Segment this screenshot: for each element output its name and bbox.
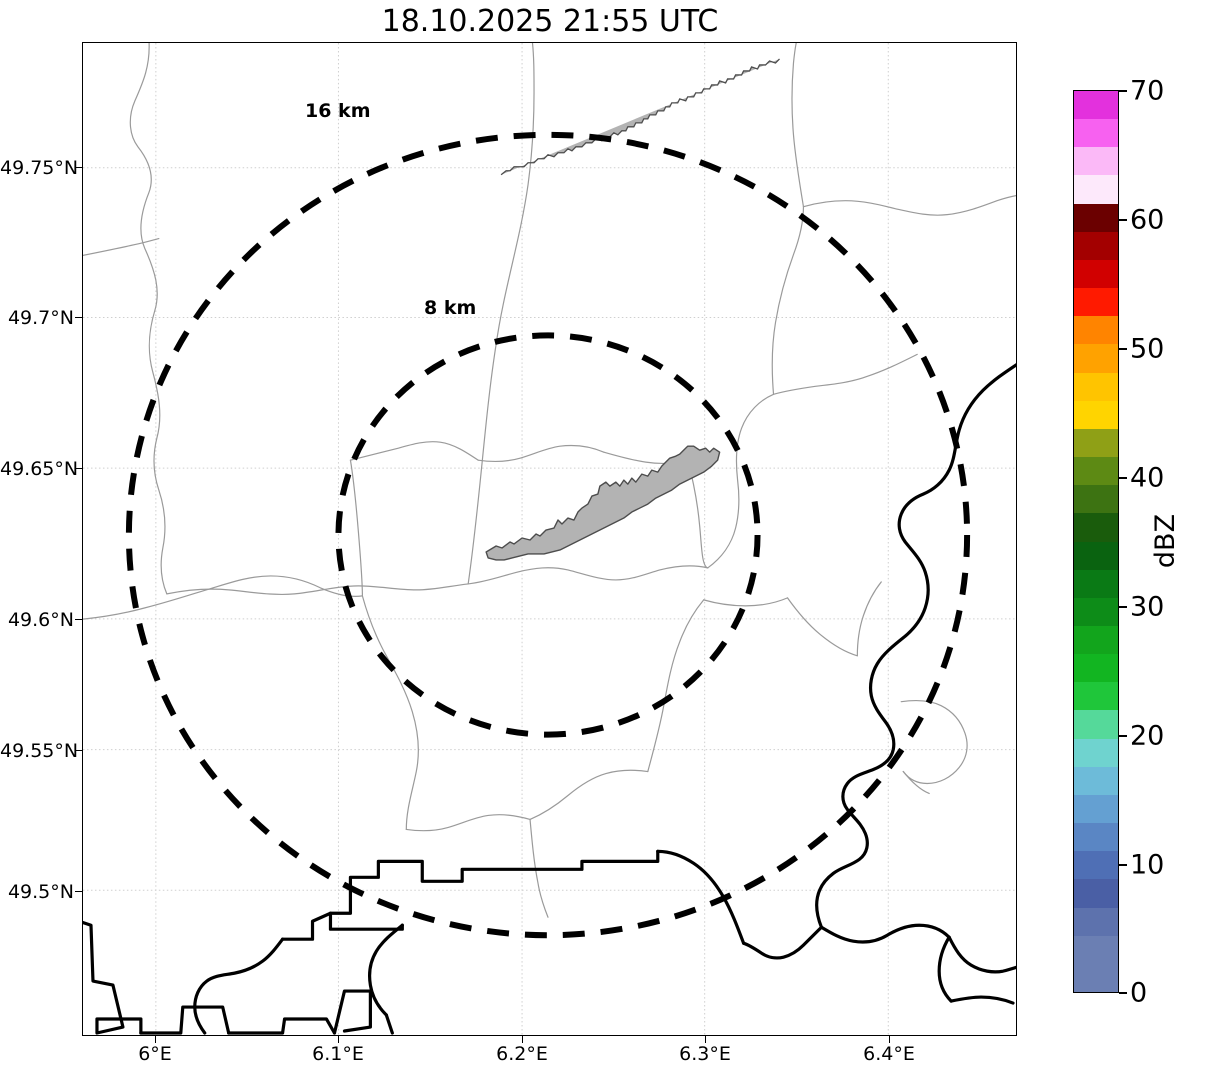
colorbar-band-2: [1074, 906, 1118, 936]
ytick-mark-0: [75, 167, 82, 169]
map-plot-area[interactable]: [82, 42, 1017, 1036]
cbar-tick-20: [1119, 735, 1127, 737]
cbar-tick-10: [1119, 864, 1127, 866]
colorbar-band-5: [1074, 821, 1118, 852]
cbar-label-50: 50: [1130, 333, 1165, 365]
colorbar-band-7: [1074, 765, 1118, 795]
colorbar-band-15: [1074, 540, 1118, 570]
cbar-tick-70: [1119, 90, 1127, 92]
colorbar-band-22: [1074, 343, 1118, 373]
colorbar-band-26: [1074, 230, 1118, 260]
ytick-label-49.6N: 49.6°N: [7, 609, 74, 631]
admin-boundaries: [83, 43, 1016, 918]
ytick-mark-1: [75, 317, 82, 319]
national-border: [83, 363, 1016, 1035]
range-rings: [125, 131, 971, 939]
ytick-mark-3: [75, 619, 82, 621]
cbar-label-60: 60: [1130, 204, 1165, 236]
colorbar-band-0: [1074, 962, 1118, 992]
cbar-label-40: 40: [1130, 462, 1165, 494]
colorbar-band-27: [1074, 202, 1118, 232]
ytick-mark-2: [75, 468, 82, 470]
xtick-mark-2: [522, 1036, 524, 1043]
range-ring-16km: [125, 131, 971, 939]
ytick-label-49.7N: 49.7°N: [7, 307, 74, 329]
cbar-tick-50: [1119, 348, 1127, 350]
xtick-label-6E: 6°E: [138, 1043, 172, 1065]
city-outline: [500, 58, 780, 176]
colorbar-band-31: [1074, 91, 1118, 120]
colorbar-band-10: [1074, 681, 1118, 711]
ytick-mark-4: [75, 750, 82, 752]
range-ring-label-8km: 8 km: [424, 297, 477, 319]
colorbar-band-30: [1074, 118, 1118, 148]
cbar-label-70: 70: [1130, 75, 1165, 107]
cbar-tick-60: [1119, 219, 1127, 221]
cbar-label-20: 20: [1130, 720, 1165, 752]
cbar-label-30: 30: [1130, 591, 1165, 623]
cbar-tick-0: [1119, 992, 1127, 994]
colorbar-band-29: [1074, 146, 1118, 176]
colorbar-band-17: [1074, 484, 1118, 514]
xtick-label-6.4E: 6.4°E: [863, 1043, 915, 1065]
xtick-mark-0: [155, 1036, 157, 1043]
colorbar-band-18: [1074, 455, 1118, 486]
colorbar-band-19: [1074, 427, 1118, 458]
colorbar-band-1: [1074, 934, 1118, 964]
colorbar-band-12: [1074, 624, 1118, 655]
xtick-label-6.2E: 6.2°E: [496, 1043, 548, 1065]
cbar-tick-30: [1119, 606, 1127, 608]
range-ring-label-16km: 16 km: [305, 100, 371, 122]
figure-title: 18.10.2025 21:55 UTC: [381, 4, 719, 39]
xtick-mark-3: [705, 1036, 707, 1043]
map-canvas: [83, 43, 1016, 1035]
colorbar[interactable]: [1073, 90, 1119, 993]
ytick-mark-5: [75, 891, 82, 893]
xtick-label-6.3E: 6.3°E: [679, 1043, 731, 1065]
colorbar-band-16: [1074, 512, 1118, 542]
range-ring-8km: [335, 332, 761, 738]
xtick-label-6.1E: 6.1°E: [312, 1043, 364, 1065]
xtick-mark-4: [889, 1036, 891, 1043]
colorbar-band-9: [1074, 709, 1118, 739]
colorbar-band-21: [1074, 371, 1118, 401]
colorbar-band-4: [1074, 850, 1118, 880]
colorbar-band-14: [1074, 568, 1118, 598]
colorbar-band-28: [1074, 174, 1118, 204]
ytick-label-49.65N: 49.65°N: [0, 458, 79, 480]
cbar-axis-label: dBZ: [1150, 513, 1181, 569]
colorbar-band-8: [1074, 737, 1118, 767]
ytick-label-49.5N: 49.5°N: [7, 881, 74, 903]
xtick-mark-1: [338, 1036, 340, 1043]
colorbar-band-25: [1074, 258, 1118, 289]
colorbar-band-6: [1074, 793, 1118, 824]
colorbar-band-11: [1074, 653, 1118, 683]
cbar-label-0: 0: [1130, 977, 1148, 1009]
cbar-label-10: 10: [1130, 849, 1165, 881]
colorbar-band-13: [1074, 596, 1118, 626]
colorbar-band-3: [1074, 878, 1118, 908]
ytick-label-49.75N: 49.75°N: [0, 157, 79, 179]
city-polygon: [485, 445, 721, 561]
colorbar-band-20: [1074, 399, 1118, 429]
ytick-label-49.55N: 49.55°N: [0, 740, 79, 762]
colorbar-band-23: [1074, 315, 1118, 345]
colorbar-band-24: [1074, 287, 1118, 317]
cbar-tick-40: [1119, 477, 1127, 479]
